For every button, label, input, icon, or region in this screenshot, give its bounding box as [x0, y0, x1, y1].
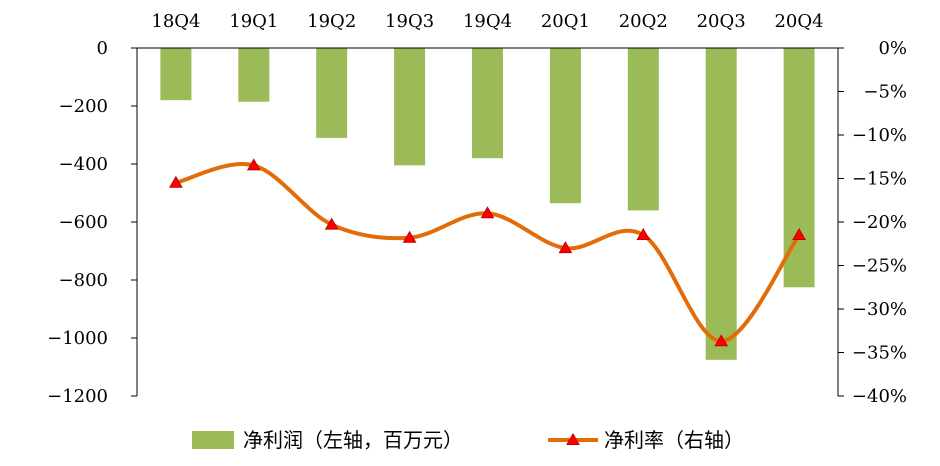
- net-margin-marker-20Q3: [714, 334, 729, 347]
- right-tick-label: 0%: [878, 38, 907, 59]
- net-margin-marker-19Q2: [324, 217, 339, 230]
- legend-swatch-net-profit: [192, 431, 234, 449]
- category-label: 20Q3: [697, 11, 746, 32]
- left-tick-label: −200: [59, 96, 108, 117]
- net-margin-marker-19Q4: [480, 206, 495, 219]
- right-tick-label: −20%: [852, 212, 907, 233]
- category-label: 20Q4: [774, 11, 823, 32]
- right-tick-label: −35%: [852, 343, 907, 364]
- net-margin-marker-18Q4: [169, 175, 183, 188]
- legend-marker-net-margin: [566, 432, 580, 445]
- right-tick-label: −10%: [852, 125, 907, 146]
- category-label: 19Q1: [229, 11, 278, 32]
- right-tick-label: −25%: [852, 256, 907, 277]
- right-tick-label: −40%: [852, 386, 907, 407]
- legend-label-net-profit: 净利润（左轴，百万元）: [243, 428, 463, 452]
- category-label: 19Q4: [463, 11, 512, 32]
- legend-label-net-margin: 净利率（右轴）: [604, 428, 744, 452]
- category-label: 19Q3: [385, 11, 434, 32]
- left-tick-label: −1000: [47, 328, 108, 349]
- bar-20Q2: [627, 48, 659, 211]
- left-tick-label: −600: [59, 212, 108, 233]
- left-tick-label: −800: [59, 270, 108, 291]
- category-label: 20Q1: [541, 11, 590, 32]
- category-label: 19Q2: [307, 11, 356, 32]
- net-margin-marker-19Q3: [402, 230, 417, 243]
- bar-19Q2: [316, 48, 348, 138]
- net-margin-marker-20Q4: [792, 227, 806, 240]
- net-margin-marker-20Q1: [558, 241, 573, 254]
- left-tick-label: −1200: [47, 386, 108, 407]
- left-tick-label: 0: [97, 38, 108, 59]
- right-tick-label: −15%: [852, 169, 907, 190]
- category-label: 20Q2: [619, 11, 668, 32]
- bar-20Q1: [549, 48, 581, 204]
- net-margin-marker-19Q1: [246, 158, 261, 171]
- bar-19Q1: [238, 48, 270, 102]
- bar-19Q4: [472, 48, 503, 159]
- bar-19Q3: [394, 48, 426, 166]
- bar-18Q4: [160, 48, 192, 101]
- right-tick-label: −5%: [863, 82, 907, 103]
- net-margin-marker-20Q2: [636, 227, 651, 240]
- net-margin-line: [175, 162, 801, 344]
- bar-20Q3: [705, 48, 737, 360]
- right-tick-label: −30%: [852, 299, 907, 320]
- bar-20Q4: [783, 48, 815, 288]
- category-label: 18Q4: [151, 11, 200, 32]
- left-tick-label: −400: [59, 154, 108, 175]
